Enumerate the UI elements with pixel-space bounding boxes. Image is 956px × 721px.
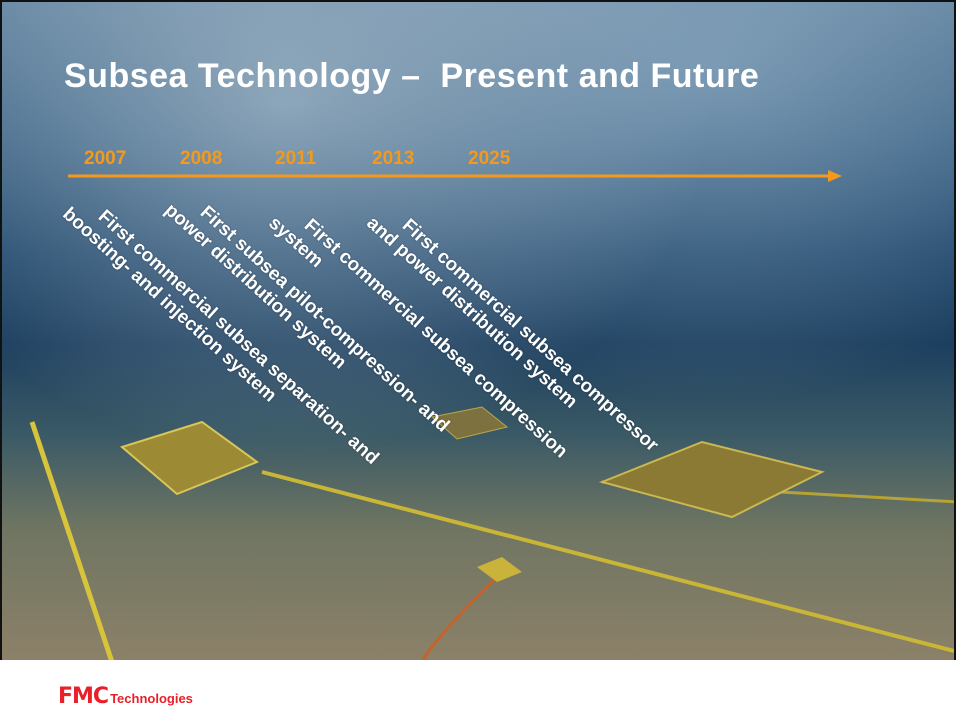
logo: FMC: [58, 684, 108, 709]
year: 2011: [275, 148, 316, 170]
page: Subsea Technology – Present and Future 2…: [0, 0, 956, 721]
year: 2007: [84, 148, 126, 170]
manifold: [477, 557, 522, 582]
template: [122, 422, 257, 494]
year: 2025: [468, 148, 510, 170]
pipeline: [262, 472, 956, 652]
slide: Subsea Technology – Present and Future 2…: [0, 0, 956, 660]
year: 2008: [180, 148, 222, 170]
logo-suffix: Technologies: [110, 691, 193, 706]
timeline-arrow: [68, 169, 848, 183]
year: 2013: [372, 148, 414, 170]
pipeline: [32, 422, 112, 660]
cable: [422, 577, 497, 660]
title: Subsea Technology – Present and Future: [64, 57, 759, 96]
